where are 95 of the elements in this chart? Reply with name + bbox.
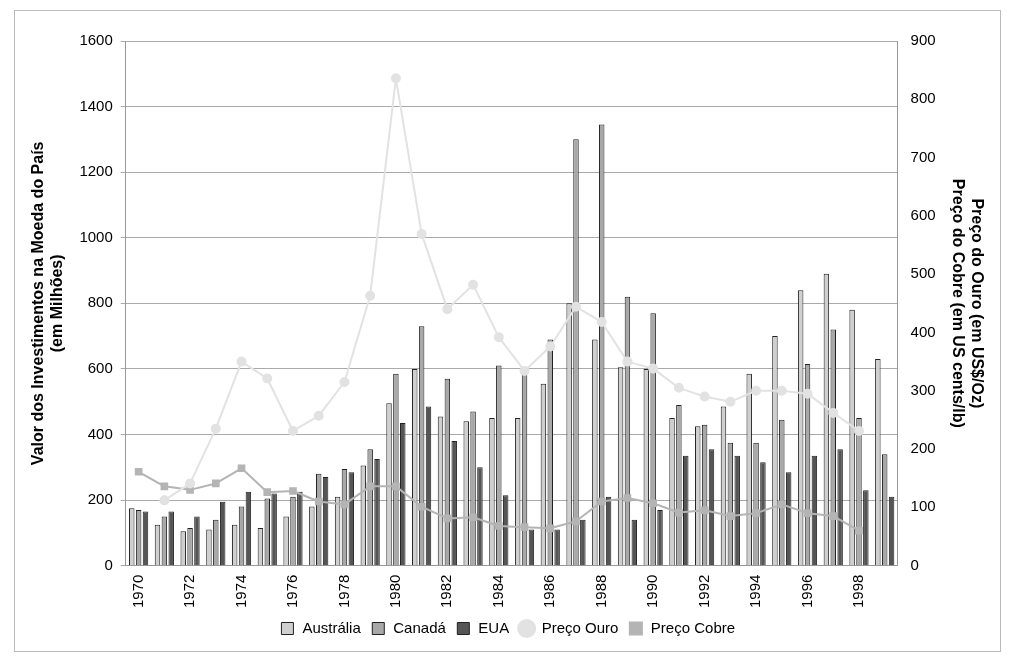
point [519, 365, 530, 376]
point [803, 509, 812, 517]
point [545, 341, 556, 352]
point [751, 385, 762, 396]
point [546, 524, 555, 533]
point [289, 487, 297, 495]
point [699, 391, 710, 402]
point [649, 499, 657, 508]
y-tick-label: 200 [87, 490, 113, 508]
x-tick-label: 1976 [283, 574, 301, 609]
y-tick-label: 800 [87, 293, 113, 311]
point [700, 506, 709, 515]
y-tick-label: 1400 [79, 96, 113, 114]
point [287, 425, 298, 436]
x-tick-label: 1990 [643, 574, 661, 609]
y2-tick-label: 600 [910, 206, 936, 224]
x-tick-label: 1992 [694, 574, 712, 609]
y2-tick-label: 100 [910, 497, 936, 515]
point [726, 512, 735, 520]
point [186, 486, 194, 494]
point [648, 363, 659, 374]
y-tick-label: 1600 [79, 31, 113, 49]
y2-tick-label: 900 [910, 31, 936, 49]
x-tick-label: 1994 [746, 574, 764, 609]
point [622, 356, 633, 367]
y2-tick-label: 0 [910, 555, 919, 573]
x-tick-label: 1970 [128, 574, 146, 609]
point [469, 513, 477, 522]
point [855, 526, 863, 535]
point [623, 494, 632, 502]
point [365, 290, 376, 301]
point [752, 509, 760, 517]
y-tick-label: 600 [87, 359, 113, 377]
x-tick-label: 1988 [591, 574, 609, 609]
point [675, 508, 683, 517]
y2-tick-label: 700 [910, 147, 936, 165]
x-tick-label: 1982 [437, 574, 455, 609]
point [673, 382, 684, 393]
point [596, 316, 607, 327]
x-tick-label: 1998 [849, 574, 867, 609]
point [392, 482, 400, 491]
point [236, 356, 247, 367]
point [313, 410, 324, 421]
point [776, 385, 787, 396]
point [520, 523, 529, 531]
point [853, 425, 864, 436]
point [339, 377, 350, 388]
point [159, 495, 170, 506]
point [725, 396, 736, 407]
point [570, 301, 581, 312]
point [134, 467, 143, 476]
point [802, 388, 813, 399]
point [828, 407, 839, 418]
y-tick-label: 1000 [79, 227, 113, 245]
point [597, 497, 606, 506]
y2-tick-label: 300 [910, 380, 936, 398]
point [262, 373, 273, 384]
point [263, 488, 272, 497]
x-tick-label: 1980 [386, 574, 404, 609]
legend-label: Preço Cobre [650, 618, 736, 636]
point [572, 517, 580, 526]
y2-tick-label: 200 [910, 439, 936, 457]
y-tick-label: 0 [104, 555, 113, 573]
point [494, 522, 503, 530]
legend-label: EUA [478, 618, 510, 636]
y2-tick-label: 500 [910, 264, 936, 282]
point [185, 478, 196, 489]
y-tick-label: 400 [87, 424, 113, 442]
legend-label: Canadá [393, 618, 447, 636]
y2-axis-title: Preço do Ouro (em US$/Oz) Preço do Cobre (em US cents/lb) [949, 178, 986, 428]
x-tick-label: 1996 [797, 574, 815, 609]
x-tick-label: 1974 [231, 574, 249, 609]
point [468, 279, 479, 290]
x-tick-label: 1972 [180, 574, 198, 609]
point [829, 512, 838, 520]
point [390, 73, 401, 84]
legend-label: Preço Ouro [541, 618, 619, 636]
point [366, 482, 374, 491]
point [442, 304, 453, 315]
point [417, 502, 426, 511]
x-tick-label: 1986 [540, 574, 558, 609]
x-tick-label: 1978 [334, 574, 352, 609]
x-tick-label: 1984 [488, 574, 506, 609]
point [210, 423, 221, 434]
point [314, 497, 323, 506]
point [416, 228, 427, 239]
point [211, 479, 220, 488]
y-axis-title: Valor dos Investimentos na Moeda do País (em Milhões) [29, 141, 66, 466]
y-tick-label: 1200 [79, 162, 113, 180]
y2-tick-label: 400 [910, 322, 936, 340]
point [777, 500, 786, 509]
point [493, 332, 504, 343]
legend-label: Austrália [302, 618, 362, 636]
y2-tick-label: 800 [910, 89, 936, 107]
point [237, 464, 246, 473]
